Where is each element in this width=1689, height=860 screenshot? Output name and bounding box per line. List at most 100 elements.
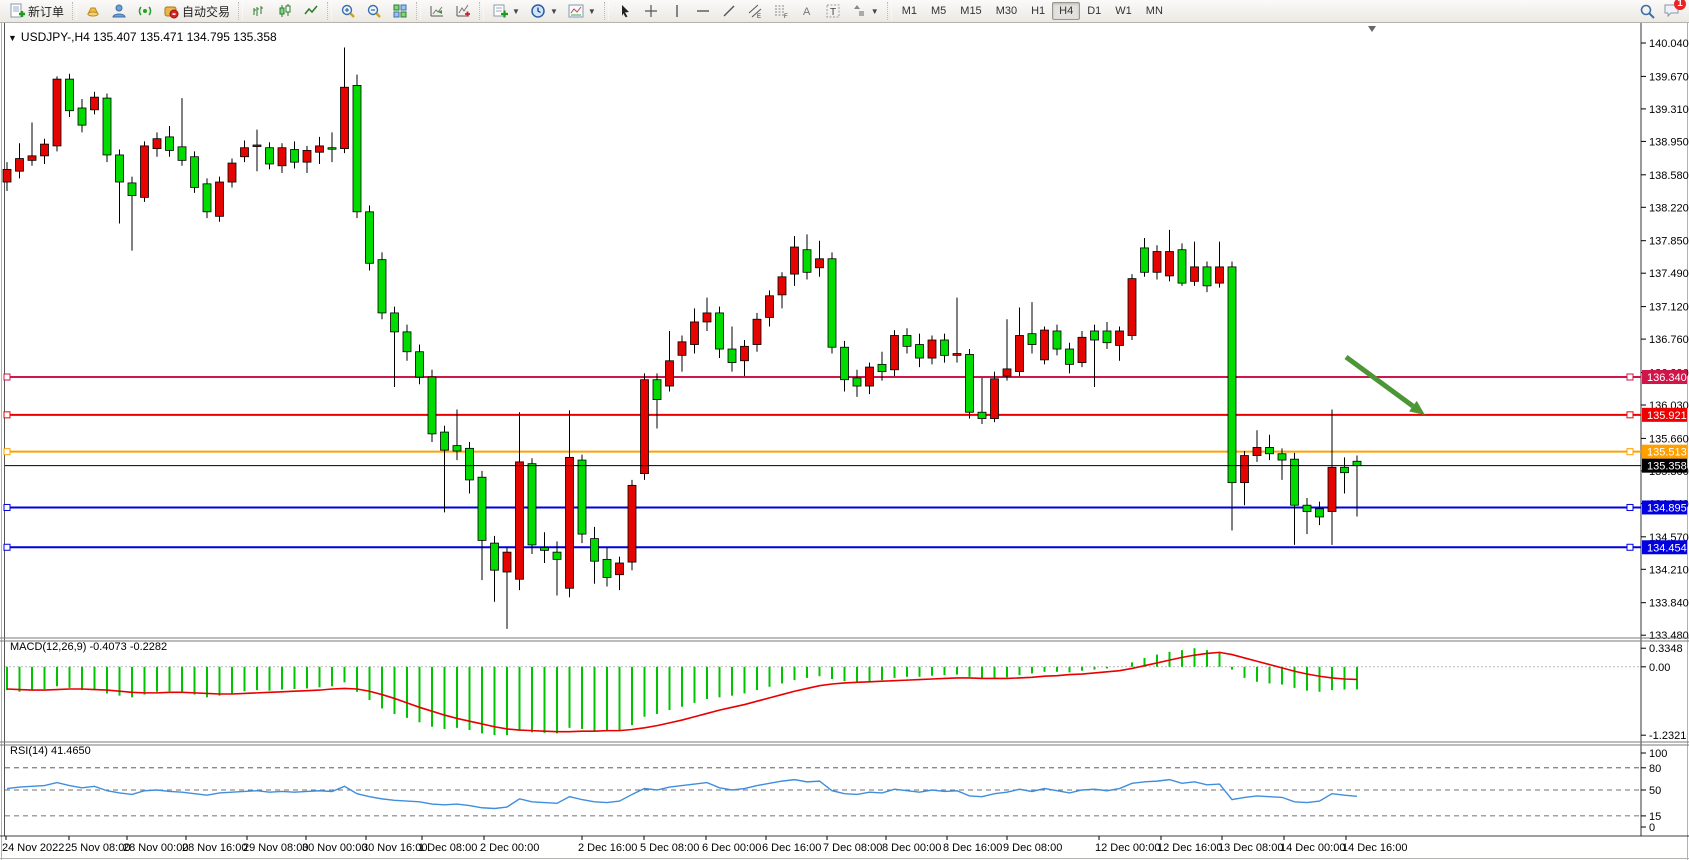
hline-anchor[interactable]: [1626, 411, 1634, 419]
candle-body: [1352, 460, 1362, 467]
macd-tick-label: 0.00: [1649, 662, 1670, 674]
symbol-dropdown-icon[interactable]: ▼: [8, 33, 17, 43]
market-watch-button[interactable]: [80, 0, 106, 22]
trend-arrow-line[interactable]: [1344, 354, 1415, 409]
shapes-tool-button[interactable]: ▼: [846, 0, 884, 22]
candle-body: [940, 339, 949, 356]
tile-windows-button[interactable]: [387, 0, 413, 22]
candle-body: [152, 138, 162, 150]
candle-body: [515, 461, 524, 580]
hline-anchor[interactable]: [3, 543, 11, 551]
hline-anchor[interactable]: [3, 373, 11, 381]
hline-anchor[interactable]: [1626, 503, 1634, 511]
price-line-label-box: [1642, 444, 1687, 459]
candle-body: [527, 463, 537, 546]
timeframe-m15-button[interactable]: M15: [960, 5, 982, 17]
timeframe-h1-button[interactable]: H1: [1031, 5, 1046, 17]
chart-window[interactable]: 140.040 139.670 139.310 138.950 138.580 138.2…: [0, 23, 1689, 860]
gold-icon: [85, 3, 101, 19]
vertical-line-tool-button[interactable]: [664, 0, 690, 22]
time-tick-label: 28 Nov 16:00: [182, 842, 247, 854]
price-line-label-box: [1642, 500, 1687, 515]
timeframe-m30-button[interactable]: M30: [995, 5, 1018, 17]
rsi-tick-label: 100: [1649, 748, 1667, 760]
price-tick-label: 137.120: [1649, 302, 1689, 314]
candle-body: [140, 145, 149, 198]
trend-arrow-head[interactable]: [1409, 400, 1425, 415]
time-tick-label: 30 Nov 00:00: [302, 842, 367, 854]
timeframe-d1-button[interactable]: D1: [1087, 5, 1102, 17]
fibonacci-tool-button[interactable]: F: [768, 0, 794, 22]
candle-body: [1152, 251, 1162, 273]
chart-shift-marker[interactable]: [1368, 26, 1376, 32]
candlestick-chart-button[interactable]: [272, 0, 298, 22]
channel-tool-button[interactable]: E: [742, 0, 768, 22]
trendline-tool-button[interactable]: [716, 0, 742, 22]
macd-signal-line: [6, 651, 1358, 733]
hline-anchor[interactable]: [1626, 448, 1634, 456]
candle-body: [215, 181, 224, 217]
new-chart-button[interactable]: ▼: [487, 0, 525, 22]
auto-trading-button[interactable]: 自动交易: [158, 0, 235, 23]
template-button[interactable]: ▼: [563, 0, 601, 22]
rsi-tick-label: 50: [1649, 785, 1661, 797]
profile-button[interactable]: [106, 0, 132, 22]
candle-body: [1302, 504, 1312, 512]
candle-body: [765, 295, 774, 318]
crosshair-tool-button[interactable]: [638, 0, 664, 22]
cursor-tool-button[interactable]: [612, 0, 638, 22]
chart-canvas[interactable]: 140.040 139.670 139.310 138.950 138.580 138.2…: [0, 23, 1689, 860]
bar-chart-button[interactable]: [246, 0, 272, 22]
candle-body: [415, 351, 424, 378]
candle-body: [777, 276, 787, 296]
candle-body: [1040, 329, 1049, 361]
zoom-out-button[interactable]: [361, 0, 387, 22]
candle-body: [1240, 455, 1249, 484]
candle-body: [1140, 247, 1149, 273]
toolbar-separator: [238, 2, 244, 20]
text-label-tool-button[interactable]: T: [820, 0, 846, 22]
time-tick-label: 2 Dec 16:00: [578, 842, 637, 854]
candle-body: [15, 158, 24, 172]
timeframe-m1-button[interactable]: M1: [901, 5, 917, 17]
indicator-add-button[interactable]: [450, 0, 476, 22]
hline-anchor[interactable]: [3, 503, 11, 511]
macd-tick-label: -1.2321: [1649, 730, 1686, 742]
crosshair-icon: [643, 3, 659, 19]
svg-text:E: E: [757, 14, 761, 19]
timeframe-m5-button[interactable]: M5: [931, 5, 947, 17]
hline-anchor[interactable]: [3, 448, 11, 456]
line-chart-button[interactable]: [298, 0, 324, 22]
hline-anchor[interactable]: [1626, 373, 1634, 381]
indicator-list-button[interactable]: [424, 0, 450, 22]
new-order-button[interactable]: 新订单: [4, 0, 69, 23]
candle-body: [190, 156, 199, 188]
candle-body: [1227, 266, 1237, 484]
search-icon[interactable]: [1639, 3, 1655, 19]
timeframe-h4-button[interactable]: H4: [1052, 2, 1081, 20]
horizontal-line-tool-button[interactable]: [690, 0, 716, 22]
timeframe-w1-button[interactable]: W1: [1115, 5, 1132, 17]
auto-trading-label: 自动交易: [182, 4, 231, 19]
chart-title: ▼ USDJPY-,H4 135.407 135.471 134.795 135.…: [8, 30, 277, 44]
timeframe-mn-button[interactable]: MN: [1145, 5, 1163, 17]
bar-chart-icon: [251, 3, 267, 19]
hline-anchor[interactable]: [3, 411, 11, 419]
candle-body: [1202, 266, 1212, 287]
candle-body: [665, 360, 674, 387]
text-tool-button[interactable]: A: [794, 0, 820, 22]
candle-body: [1127, 278, 1137, 336]
zoom-in-button[interactable]: [335, 0, 361, 22]
signal-button[interactable]: [132, 0, 158, 22]
text-label-icon: T: [825, 3, 841, 19]
candle-body: [327, 147, 337, 150]
candle-body: [715, 312, 724, 350]
period-button[interactable]: ▼: [525, 0, 563, 22]
hline-anchor[interactable]: [1626, 543, 1634, 551]
time-tick-label: 29 Nov 08:00: [243, 842, 308, 854]
candle-body: [890, 335, 899, 371]
candle-body: [1102, 330, 1112, 344]
time-tick-label: 5 Dec 08:00: [640, 842, 699, 854]
notifications-button[interactable]: 1: [1663, 0, 1686, 21]
candle-body: [877, 363, 887, 372]
